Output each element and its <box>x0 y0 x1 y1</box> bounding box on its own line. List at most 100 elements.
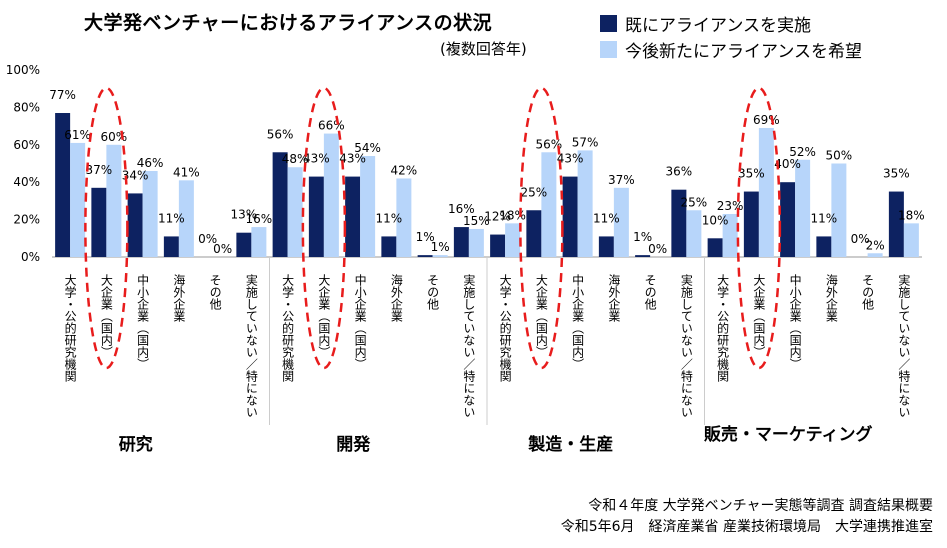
category-label: 中小企業（国内） <box>136 273 150 370</box>
data-label-existing: 56% <box>267 127 294 141</box>
data-label-future: 50% <box>826 149 853 163</box>
data-label-existing: 1% <box>633 230 652 244</box>
data-label-future: 52% <box>789 145 816 159</box>
bar-existing <box>635 255 651 257</box>
legend-label-existing: 既にアライアンスを実施 <box>625 15 811 36</box>
highlight-ellipse <box>84 86 129 370</box>
bar-future <box>251 227 267 257</box>
data-label-existing: 25% <box>521 185 548 199</box>
legend-swatch-existing <box>600 14 617 32</box>
category-label: 実施していない／特にない <box>897 273 911 418</box>
data-label-future: 41% <box>173 165 200 179</box>
bar-existing <box>236 232 252 257</box>
data-label-future: 18% <box>898 208 925 222</box>
legend-swatch-future <box>600 40 617 58</box>
bar-future <box>831 163 847 257</box>
bar-existing <box>888 191 904 257</box>
bar-existing <box>671 189 687 257</box>
data-label-existing: 43% <box>557 152 584 166</box>
category-label: 中小企業（国内） <box>788 273 802 370</box>
data-label-future: 23% <box>717 199 744 213</box>
data-label-existing: 35% <box>883 167 910 181</box>
category-label: 大学・公的研究機関 <box>498 274 512 382</box>
group-label: 製造・生産 <box>527 434 613 455</box>
bar-future <box>468 228 484 257</box>
bar-future <box>70 142 86 257</box>
y-tick-label: 0% <box>21 250 40 264</box>
bar-future <box>287 167 303 257</box>
legend-label-future: 今後新たにアライアンスを希望 <box>625 41 862 62</box>
data-label-existing: 0% <box>851 232 870 246</box>
bar-future <box>541 152 557 257</box>
bar-existing <box>743 191 759 257</box>
category-label: 大学・公的研究機関 <box>716 274 730 382</box>
footer-line-1: 令和４年度 大学発ベンチャー実態等調査 調査結果概要 <box>588 498 933 514</box>
data-label-existing: 35% <box>738 167 765 181</box>
y-tick-label: 20% <box>13 213 40 227</box>
bar-existing <box>526 210 542 257</box>
category-label: 実施していない／特にない <box>462 273 476 418</box>
data-label-future: 25% <box>681 195 708 209</box>
y-tick-label: 40% <box>13 175 40 189</box>
highlight-ellipse <box>301 86 347 370</box>
data-label-future: 2% <box>866 238 885 252</box>
category-label: 海外企業 <box>607 273 621 322</box>
chart-subtitle: (複数回答年) <box>440 40 527 58</box>
data-label-existing: 12% <box>484 210 511 224</box>
y-tick-label: 100% <box>6 63 40 77</box>
bar-future <box>142 170 158 257</box>
bar-future <box>686 210 702 257</box>
legend-item-existing: 既にアライアンスを実施 <box>600 10 862 36</box>
bar-existing <box>127 193 143 257</box>
data-label-future: 18% <box>499 208 526 222</box>
data-label-existing: 11% <box>158 211 185 225</box>
data-label-existing: 16% <box>448 202 475 216</box>
bar-future <box>396 178 412 257</box>
footer-line-2: 令和5年6月 経済産業省 産業技術環境局 大学連携推進室 <box>560 519 933 535</box>
data-label-existing: 34% <box>122 168 149 182</box>
category-label: 大企業（国内） <box>99 274 113 358</box>
bar-future <box>795 159 811 257</box>
category-label: 中小企業（国内） <box>571 273 585 370</box>
data-label-future: 57% <box>572 135 599 149</box>
bar-future <box>432 255 448 257</box>
bar-future <box>722 213 738 257</box>
data-label-future: 46% <box>137 156 164 170</box>
bar-future <box>505 223 521 257</box>
bar-future <box>577 150 593 257</box>
data-label-existing: 37% <box>86 163 113 177</box>
data-label-existing: 77% <box>49 88 76 102</box>
legend-item-future: 今後新たにアライアンスを希望 <box>600 36 862 62</box>
data-label-existing: 10% <box>702 213 729 227</box>
bar-existing <box>453 227 469 257</box>
category-label: 実施していない／特にない <box>679 273 693 418</box>
bar-future <box>360 156 376 257</box>
bar-existing <box>707 238 723 257</box>
bar-existing <box>417 255 433 257</box>
data-label-existing: 11% <box>376 211 403 225</box>
data-label-future: 60% <box>101 130 128 144</box>
group-label: 販売・マーケティング <box>704 424 873 445</box>
bar-existing <box>490 234 506 257</box>
bar-future <box>178 180 194 257</box>
bar-future <box>323 133 339 257</box>
legend: 既にアライアンスを実施 今後新たにアライアンスを希望 <box>600 10 862 62</box>
category-label: その他 <box>643 274 657 310</box>
bar-existing <box>598 236 614 257</box>
data-label-existing: 1% <box>416 230 435 244</box>
bar-future <box>106 144 122 257</box>
data-label-future: 15% <box>463 214 490 228</box>
data-label-existing: 13% <box>231 208 258 222</box>
category-label: 大企業（国内） <box>752 274 766 358</box>
data-label-future: 48% <box>282 152 309 166</box>
category-label: 大学・公的研究機関 <box>63 274 77 382</box>
bar-existing <box>91 187 107 257</box>
bar-existing <box>780 182 796 257</box>
bar-existing <box>308 176 324 257</box>
bar-existing <box>562 176 578 257</box>
data-label-existing: 0% <box>198 232 217 246</box>
group-label: 開発 <box>336 434 371 455</box>
category-label: 中小企業（国内） <box>353 273 367 370</box>
y-tick-label: 80% <box>13 100 40 114</box>
